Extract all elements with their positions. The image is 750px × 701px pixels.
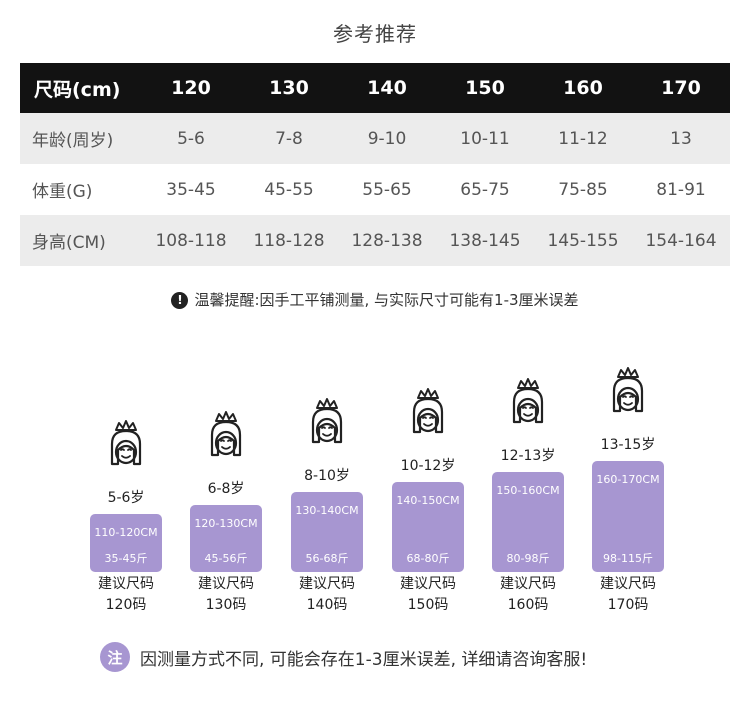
size-recommendation: 建议尺码 150码: [383, 574, 473, 616]
size-bar: 160-170CM 98-115斤: [592, 461, 664, 572]
header-cell: 130: [269, 77, 309, 99]
weight-range-label: 98-115斤: [603, 552, 653, 565]
size-recommendation: 建议尺码 160码: [483, 574, 573, 616]
girl-face-icon: [104, 420, 148, 470]
table-row: 身高(CM) 108-118 118-128 128-138 138-145 1…: [20, 215, 730, 266]
table-cell: 7-8: [275, 128, 303, 149]
row-label: 年龄(周岁): [32, 131, 114, 151]
age-label: 6-8岁: [207, 481, 245, 497]
size-recommendation: 建议尺码 130码: [181, 574, 271, 616]
size-recommendation: 建议尺码 120码: [81, 574, 171, 616]
recommend-label: 建议尺码: [198, 576, 254, 592]
measurement-tip: ! 温馨提醒:因手工平铺测量, 与实际尺寸可能有1-3厘米误差: [0, 289, 750, 310]
recommend-label: 建议尺码: [500, 576, 556, 592]
size-chart-table: 尺码(cm) 120 130 140 150 160 170 年龄(周岁) 5-…: [20, 63, 730, 266]
table-cell: 81-91: [656, 179, 706, 200]
header-cell: 160: [563, 77, 603, 99]
header-cell: 120: [171, 77, 211, 99]
header-cell: 140: [367, 77, 407, 99]
header-cell: 150: [465, 77, 505, 99]
table-cell: 13: [670, 128, 692, 149]
table-header-row: 尺码(cm) 120 130 140 150 160 170: [20, 63, 730, 113]
table-cell: 5-6: [177, 128, 205, 149]
table-cell: 75-85: [558, 179, 608, 200]
table-cell: 138-145: [449, 230, 521, 251]
table-cell: 9-10: [367, 128, 407, 149]
size-recommendation: 建议尺码 140码: [282, 574, 372, 616]
height-range-label: 140-150CM: [396, 494, 460, 507]
weight-range-label: 80-98斤: [506, 552, 550, 565]
footer-note: 注 因测量方式不同, 可能会存在1-3厘米误差, 详细请咨询客服!: [100, 642, 587, 672]
table-cell: 128-138: [351, 230, 423, 251]
header-cell: 170: [661, 77, 701, 99]
size-value: 120码: [105, 597, 147, 613]
table-cell: 11-12: [558, 128, 608, 149]
weight-range-label: 56-68斤: [305, 552, 349, 565]
table-row: 年龄(周岁) 5-6 7-8 9-10 10-11 11-12 13: [20, 113, 730, 164]
exclamation-icon: !: [171, 292, 189, 309]
age-label: 10-12岁: [400, 458, 456, 474]
height-range-label: 120-130CM: [194, 517, 258, 530]
girl-face-icon: [406, 388, 450, 438]
table-cell: 65-75: [460, 179, 510, 200]
height-range-label: 130-140CM: [295, 504, 359, 517]
girl-face-icon: [204, 411, 248, 461]
size-bar: 120-130CM 45-56斤: [190, 505, 262, 572]
age-label: 5-6岁: [107, 490, 145, 506]
table-cell: 10-11: [460, 128, 510, 149]
age-label: 13-15岁: [600, 437, 656, 453]
girl-face-icon: [506, 378, 550, 428]
age-label: 8-10岁: [304, 468, 350, 484]
height-range-label: 150-160CM: [496, 484, 560, 497]
row-label: 身高(CM): [32, 233, 106, 253]
row-label: 体重(G): [32, 182, 93, 202]
table-cell: 154-164: [645, 230, 717, 251]
height-range-label: 110-120CM: [94, 526, 158, 539]
size-bar: 150-160CM 80-98斤: [492, 472, 564, 572]
size-value: 160码: [507, 597, 549, 613]
note-badge: 注: [100, 642, 130, 672]
table-cell: 35-45: [166, 179, 216, 200]
size-bar: 130-140CM 56-68斤: [291, 492, 363, 572]
size-recommendation: 建议尺码 170码: [583, 574, 673, 616]
size-bar: 110-120CM 35-45斤: [90, 514, 162, 572]
girl-face-icon: [305, 398, 349, 448]
size-value: 140码: [306, 597, 348, 613]
recommend-label: 建议尺码: [299, 576, 355, 592]
recommend-label: 建议尺码: [400, 576, 456, 592]
age-label: 12-13岁: [500, 448, 556, 464]
girl-face-icon: [606, 367, 650, 417]
weight-range-label: 68-80斤: [406, 552, 450, 565]
page-title: 参考推荐: [333, 22, 417, 46]
table-cell: 145-155: [547, 230, 619, 251]
size-value: 170码: [607, 597, 649, 613]
size-bar: 140-150CM 68-80斤: [392, 482, 464, 572]
header-cell: 尺码(cm): [34, 78, 121, 101]
height-range-label: 160-170CM: [596, 473, 660, 486]
tip-text: 温馨提醒:因手工平铺测量, 与实际尺寸可能有1-3厘米误差: [194, 291, 579, 309]
table-cell: 108-118: [155, 230, 227, 251]
table-row: 体重(G) 35-45 45-55 55-65 65-75 75-85 81-9…: [20, 164, 730, 215]
size-value: 130码: [205, 597, 247, 613]
table-cell: 118-128: [253, 230, 325, 251]
size-value: 150码: [407, 597, 449, 613]
table-cell: 55-65: [362, 179, 412, 200]
note-text: 因测量方式不同, 可能会存在1-3厘米误差, 详细请咨询客服!: [140, 649, 588, 670]
recommend-label: 建议尺码: [600, 576, 656, 592]
weight-range-label: 35-45斤: [104, 552, 148, 565]
table-cell: 45-55: [264, 179, 314, 200]
weight-range-label: 45-56斤: [204, 552, 248, 565]
recommend-label: 建议尺码: [98, 576, 154, 592]
